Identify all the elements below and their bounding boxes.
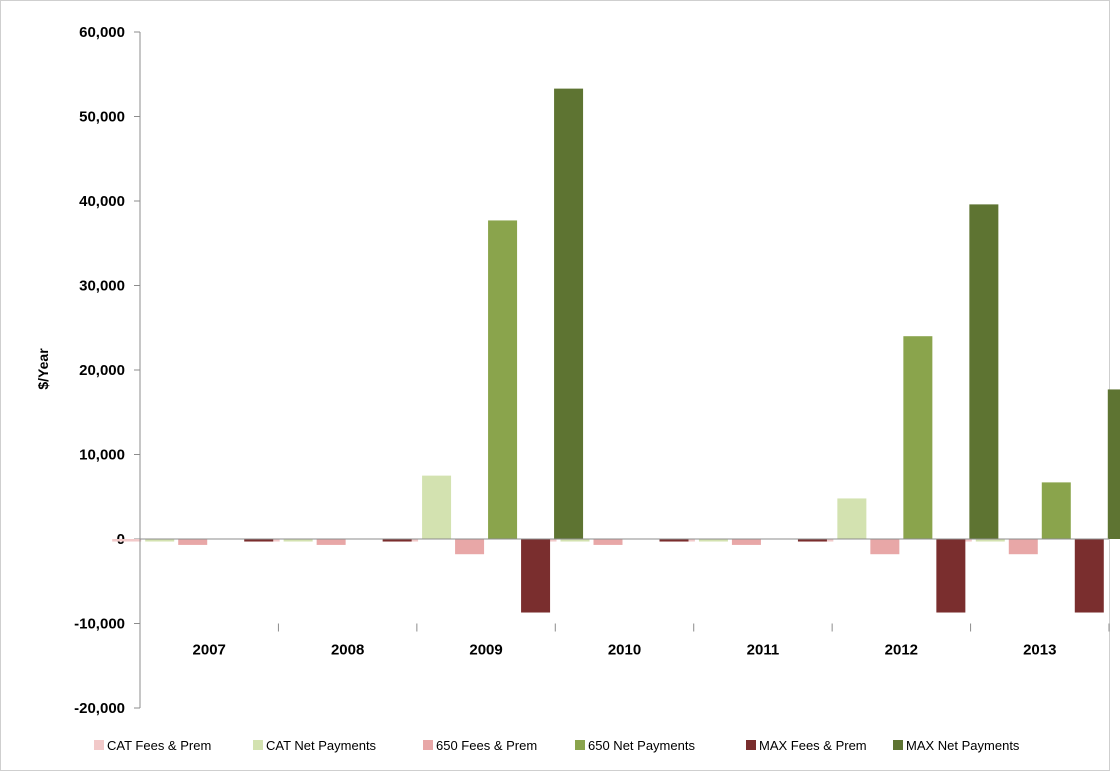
bar xyxy=(488,220,518,539)
legend-swatch xyxy=(893,740,903,750)
y-tick-label: -10,000 xyxy=(74,616,125,633)
legend-swatch xyxy=(94,740,104,750)
bar xyxy=(797,539,827,542)
bar xyxy=(870,539,900,555)
bar xyxy=(521,539,551,613)
legend-label: CAT Fees & Prem xyxy=(107,738,211,753)
legend-label: MAX Fees & Prem xyxy=(759,738,867,753)
bar xyxy=(1107,389,1120,539)
bar xyxy=(145,539,175,542)
x-category-label: 2009 xyxy=(469,642,502,659)
bar xyxy=(969,204,999,539)
bar xyxy=(382,539,412,542)
bar xyxy=(837,498,867,539)
y-tick-label: -20,000 xyxy=(74,700,125,717)
bars xyxy=(112,88,1120,613)
y-tick-label: 20,000 xyxy=(79,362,125,379)
legend-label: CAT Net Payments xyxy=(266,738,377,753)
legend-label: 650 Fees & Prem xyxy=(436,738,537,753)
bar xyxy=(593,539,623,545)
legend-swatch xyxy=(575,740,585,750)
bar xyxy=(1041,482,1071,539)
legend-swatch xyxy=(253,740,263,750)
y-tick-label: 30,000 xyxy=(79,278,125,295)
bar xyxy=(422,475,452,539)
bar xyxy=(698,539,728,542)
bar xyxy=(316,539,346,545)
y-tick-label: 40,000 xyxy=(79,193,125,210)
y-tick-label: 50,000 xyxy=(79,109,125,126)
legend-swatch xyxy=(423,740,433,750)
bar xyxy=(283,539,313,542)
y-axis-label: $/Year xyxy=(35,348,51,390)
bar xyxy=(244,539,274,542)
x-axis: 2007 2008 2009 2010 2011 2012 2013 xyxy=(139,623,1110,659)
x-category-label: 2012 xyxy=(885,642,918,659)
legend: CAT Fees & Prem CAT Net Payments 650 Fees … xyxy=(94,738,1020,753)
bar xyxy=(455,539,485,555)
bar xyxy=(1008,539,1038,555)
axes xyxy=(139,32,1109,708)
legend-label: 650 Net Payments xyxy=(588,738,695,753)
x-category-label: 2007 xyxy=(193,642,226,659)
bar xyxy=(112,539,142,542)
x-category-label: 2013 xyxy=(1023,642,1056,659)
bar xyxy=(731,539,761,545)
x-category-label: 2010 xyxy=(608,642,641,659)
bar xyxy=(975,539,1005,542)
x-category-label: 2008 xyxy=(331,642,364,659)
bar xyxy=(903,336,933,539)
x-category-label: 2011 xyxy=(747,642,780,659)
bar xyxy=(659,539,689,542)
y-axis: 60,00050,00040,00030,00020,00010,0000-10… xyxy=(74,24,140,717)
y-tick-label: 60,000 xyxy=(79,24,125,41)
bar xyxy=(178,539,208,545)
bar xyxy=(1074,539,1104,613)
legend-swatch xyxy=(746,740,756,750)
bar xyxy=(936,539,966,613)
bar xyxy=(560,539,590,542)
bar xyxy=(554,88,584,540)
legend-label: MAX Net Payments xyxy=(906,738,1020,753)
y-tick-label: 10,000 xyxy=(79,447,125,464)
